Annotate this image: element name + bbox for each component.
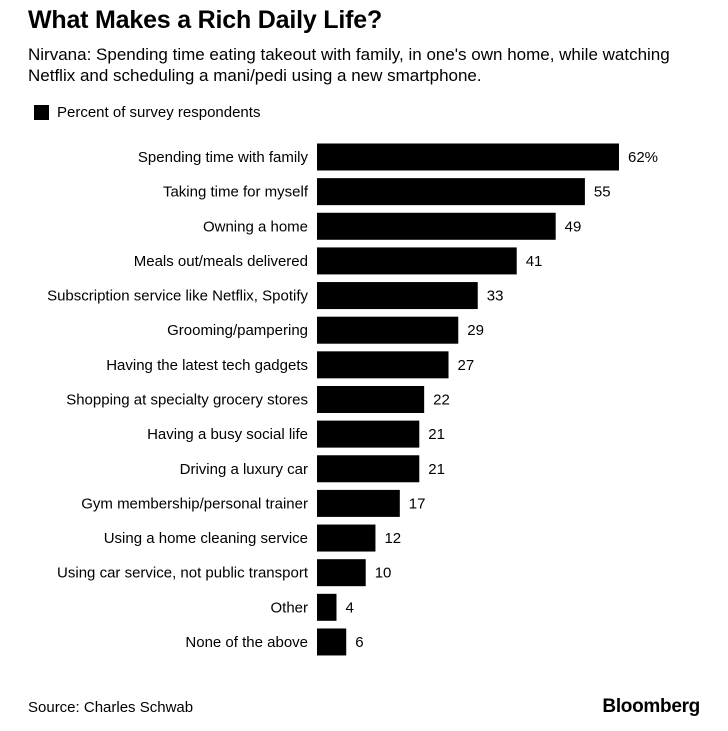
value-label: 6: [355, 634, 363, 651]
category-label: Driving a luxury car: [180, 461, 308, 478]
category-label: Shopping at specialty grocery stores: [66, 391, 308, 408]
value-label: 4: [345, 599, 353, 616]
value-label: 29: [467, 322, 484, 339]
category-label: Other: [270, 599, 308, 616]
bloomberg-logo: Bloomberg: [602, 696, 700, 717]
bar-chart: Spending time with family 62% Taking time …: [47, 143, 658, 656]
legend: Percent of survey respondents: [34, 103, 260, 121]
value-label: 12: [384, 530, 401, 547]
value-label: 27: [458, 357, 475, 374]
bar: [317, 247, 517, 275]
bar: [317, 524, 376, 552]
value-label: 21: [428, 426, 445, 443]
chart-title: What Makes a Rich Daily Life?: [28, 6, 383, 34]
category-label: Taking time for myself: [163, 184, 309, 201]
value-label: 10: [375, 565, 392, 582]
bar: [317, 385, 425, 413]
category-label: Subscription service like Netflix, Spoti…: [47, 288, 308, 305]
bar: [317, 593, 337, 621]
value-label: 22: [433, 391, 450, 408]
bar: [317, 282, 478, 310]
value-label: 49: [565, 218, 582, 235]
bar: [317, 420, 420, 448]
bar: [317, 455, 420, 483]
bar: [317, 212, 556, 240]
bar: [317, 143, 619, 171]
category-label: Having a busy social life: [147, 426, 308, 443]
chart-subtitle: Nirvana: Spending time eating takeout wi…: [28, 45, 670, 85]
bar: [317, 559, 366, 587]
bar: [317, 489, 400, 517]
category-label: None of the above: [185, 634, 308, 651]
value-label: 41: [526, 253, 543, 270]
category-label: Owning a home: [203, 218, 308, 235]
category-label: Gym membership/personal trainer: [81, 495, 308, 512]
category-label: Using a home cleaning service: [104, 530, 308, 547]
bar: [317, 351, 449, 379]
category-label: Spending time with family: [138, 149, 309, 166]
value-label: 62%: [628, 149, 658, 166]
source-note: Source: Charles Schwab: [28, 699, 194, 716]
bar: [317, 628, 347, 656]
value-label: 33: [487, 288, 504, 305]
bar: [317, 316, 459, 344]
category-label: Using car service, not public transport: [57, 565, 309, 582]
legend-label: Percent of survey respondents: [57, 103, 261, 121]
value-label: 55: [594, 184, 611, 201]
legend-swatch: [34, 104, 49, 120]
value-label: 17: [409, 495, 426, 512]
category-label: Grooming/pampering: [167, 322, 308, 339]
value-label: 21: [428, 461, 445, 478]
category-label: Meals out/meals delivered: [134, 253, 308, 270]
category-label: Having the latest tech gadgets: [106, 357, 308, 374]
bar: [317, 178, 585, 206]
